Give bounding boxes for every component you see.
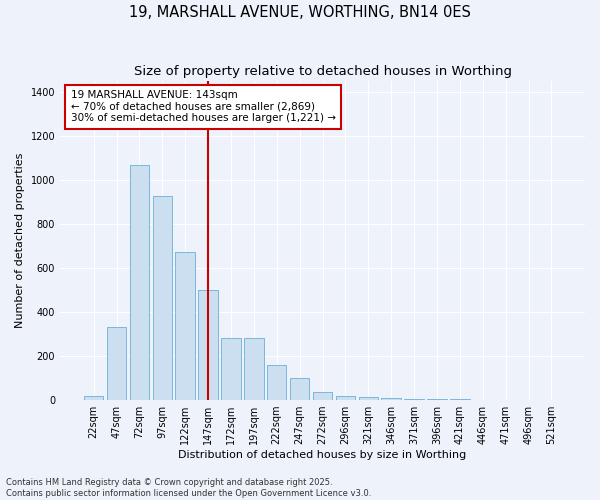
Text: 19, MARSHALL AVENUE, WORTHING, BN14 0ES: 19, MARSHALL AVENUE, WORTHING, BN14 0ES [129, 5, 471, 20]
Text: Contains HM Land Registry data © Crown copyright and database right 2025.
Contai: Contains HM Land Registry data © Crown c… [6, 478, 371, 498]
Bar [152, 196, 172, 400]
Bar [359, 397, 378, 400]
Text: 19 MARSHALL AVENUE: 143sqm
← 70% of detached houses are smaller (2,869)
30% of s: 19 MARSHALL AVENUE: 143sqm ← 70% of deta… [71, 90, 335, 124]
Bar [450, 399, 470, 400]
Bar [313, 392, 332, 400]
Bar [199, 290, 218, 400]
Title: Size of property relative to detached houses in Worthing: Size of property relative to detached ho… [134, 65, 512, 78]
Bar [175, 252, 195, 400]
Bar [130, 166, 149, 400]
Bar [290, 378, 310, 400]
Bar [404, 399, 424, 400]
Bar [84, 396, 103, 400]
X-axis label: Distribution of detached houses by size in Worthing: Distribution of detached houses by size … [178, 450, 467, 460]
Bar [382, 398, 401, 400]
Bar [267, 365, 286, 400]
Bar [427, 399, 446, 400]
Bar [107, 328, 126, 400]
Bar [244, 338, 263, 400]
Y-axis label: Number of detached properties: Number of detached properties [15, 152, 25, 328]
Bar [335, 396, 355, 400]
Bar [221, 338, 241, 400]
